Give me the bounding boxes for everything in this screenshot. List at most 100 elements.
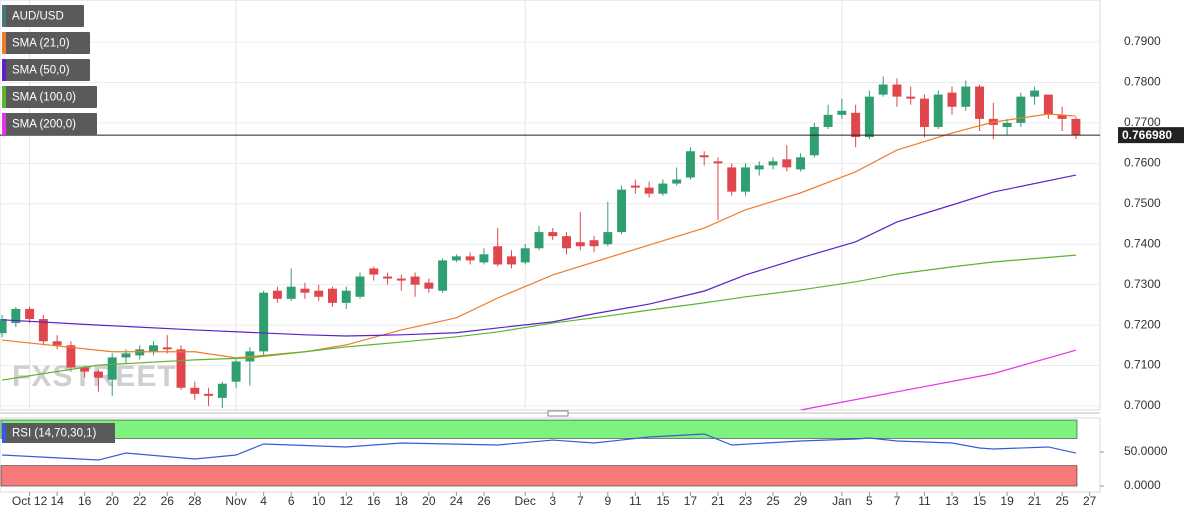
candle-body (300, 288, 310, 293)
x-tick-label: Jan (832, 494, 851, 508)
y-tick-label: 50.0000 (1124, 444, 1168, 458)
candle-body (754, 165, 764, 170)
x-tick-label: 3 (549, 494, 556, 508)
sma-line (2, 113, 1076, 359)
candle-body (906, 96, 916, 99)
candle-body (11, 308, 21, 324)
x-tick-label: 27 (1083, 494, 1097, 508)
candle-body (93, 371, 103, 378)
x-tick-label: 23 (739, 494, 753, 508)
grid (0, 0, 1100, 410)
candle-body (575, 242, 585, 247)
candle-body (782, 159, 792, 168)
x-tick-label: 11 (629, 494, 642, 508)
candle-body (837, 110, 847, 115)
x-tick-label: 13 (945, 494, 959, 508)
candle-body (562, 236, 571, 249)
x-tick-label: 16 (367, 494, 381, 508)
candle-body (314, 290, 324, 297)
legend-box (2, 59, 90, 81)
x-tick-label: Oct 12 (12, 494, 48, 508)
candle-body (520, 248, 530, 263)
candle-body (149, 345, 158, 352)
candle-body (328, 288, 337, 303)
candle-body (259, 292, 269, 352)
candle-body (451, 256, 461, 261)
rsi-band (0, 465, 1078, 487)
candle-body (162, 347, 172, 350)
price-tag-label: 0.766980 (1122, 128, 1172, 142)
legend-swatch (2, 113, 6, 135)
x-tick-label: 25 (766, 494, 780, 508)
y-tick-label: 0.7400 (1124, 236, 1161, 250)
legend-label: RSI (14,70,30,1) (12, 428, 97, 440)
y-tick-label: 0.7900 (1124, 34, 1161, 48)
legend-box (2, 86, 97, 108)
y-tick-label: 0.7700 (1124, 115, 1161, 129)
divider-handle[interactable] (547, 410, 569, 417)
candle-body (727, 167, 737, 192)
candle-body (25, 308, 35, 320)
x-tick-label: 17 (684, 494, 698, 508)
candle-body (1071, 118, 1081, 136)
x-tick-label: 9 (604, 494, 611, 508)
y-tick-label: 0.7000 (1124, 398, 1161, 412)
x-tick-label: 21 (1028, 494, 1042, 508)
x-tick-label: Dec (515, 494, 536, 508)
candle-body (410, 276, 420, 285)
legend-swatch (2, 59, 6, 81)
x-tick-label: 4 (260, 494, 267, 508)
candle-body (1030, 90, 1040, 97)
y-tick-label: 0.7600 (1124, 156, 1161, 170)
x-tick-label: 29 (794, 494, 808, 508)
candle-body (355, 276, 365, 297)
candle-body (369, 268, 379, 275)
y-tick-label: 0.7200 (1124, 317, 1161, 331)
x-tick-label: 26 (161, 494, 175, 508)
candle-body (975, 86, 985, 119)
legend-box (2, 5, 84, 27)
legend-box (2, 32, 90, 54)
legend-label: SMA (200,0) (12, 119, 76, 131)
x-tick-label: 11 (918, 494, 931, 508)
candle-body (768, 161, 778, 166)
candle-body (1002, 122, 1012, 127)
candle-body (864, 96, 874, 138)
x-tick-label: 26 (477, 494, 491, 508)
labels: 0.7000 0.7100 0.7200 0.7300 0.7400 0.7500 0.76… (2, 5, 1184, 508)
candle-body (713, 161, 723, 164)
sma-line (800, 349, 1077, 410)
candle-body (66, 345, 76, 368)
candle-body (190, 387, 200, 394)
candle-body (424, 282, 434, 289)
candle-body (121, 353, 131, 358)
candle-body (933, 94, 943, 127)
candle-body (603, 232, 613, 245)
y-tick-label: 0.7300 (1124, 277, 1161, 291)
candle-body (892, 84, 902, 97)
candle-body (919, 98, 929, 127)
candle-body (947, 92, 957, 107)
rsi-line (2, 433, 1077, 461)
y-tick-label: 0.0000 (1124, 478, 1161, 492)
candle-body (493, 246, 503, 265)
x-tick-label: 20 (106, 494, 120, 508)
candle-body (80, 367, 90, 372)
candle-body (217, 383, 227, 398)
legend-label: SMA (50,0) (12, 65, 70, 77)
candle-body (548, 232, 558, 237)
legend-box (2, 423, 115, 443)
main-panel (0, 0, 1101, 411)
candle-body (272, 290, 282, 299)
candle-body (672, 179, 682, 184)
candle-body (630, 185, 640, 188)
x-tick-label: 5 (866, 494, 873, 508)
legend-swatch (2, 86, 6, 108)
candle-body (204, 393, 214, 396)
candle-body (534, 232, 544, 249)
x-tick-label: 7 (577, 494, 584, 508)
candle-body (52, 341, 62, 346)
candle-body (961, 86, 971, 107)
candle-body (38, 319, 48, 342)
x-tick-label: 28 (188, 494, 202, 508)
